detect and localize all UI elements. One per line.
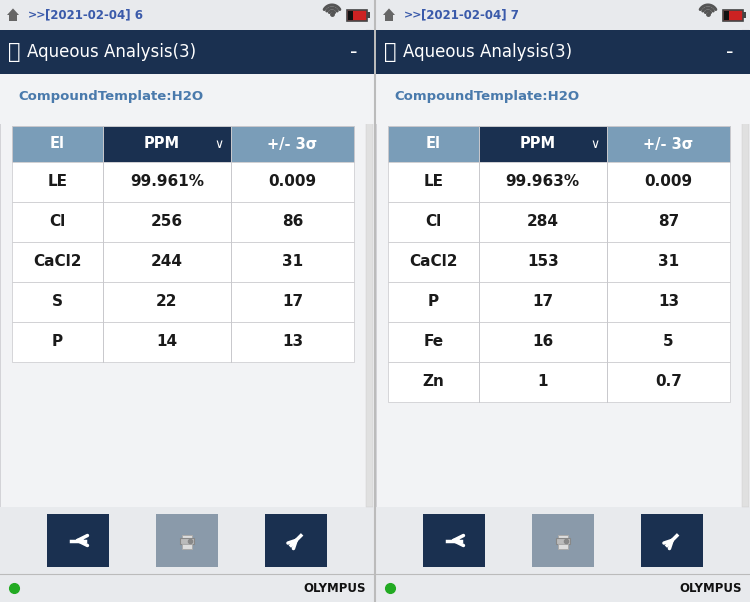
Text: 244: 244 bbox=[151, 255, 183, 270]
FancyBboxPatch shape bbox=[348, 10, 353, 19]
Text: +/- 3σ: +/- 3σ bbox=[268, 137, 317, 152]
FancyBboxPatch shape bbox=[0, 30, 374, 74]
FancyBboxPatch shape bbox=[607, 126, 730, 162]
FancyBboxPatch shape bbox=[347, 10, 367, 20]
Text: 256: 256 bbox=[151, 214, 183, 229]
FancyBboxPatch shape bbox=[743, 70, 748, 110]
Text: -: - bbox=[350, 42, 358, 62]
Polygon shape bbox=[383, 8, 395, 15]
Text: Fe: Fe bbox=[423, 335, 443, 350]
Text: ⭙: ⭙ bbox=[8, 42, 20, 62]
Text: 5: 5 bbox=[663, 335, 674, 350]
Text: PPM: PPM bbox=[520, 137, 556, 152]
FancyBboxPatch shape bbox=[0, 74, 374, 124]
FancyBboxPatch shape bbox=[156, 514, 218, 567]
FancyBboxPatch shape bbox=[385, 15, 393, 21]
FancyBboxPatch shape bbox=[388, 362, 730, 402]
Text: Cl: Cl bbox=[50, 214, 65, 229]
Text: 22: 22 bbox=[156, 294, 178, 309]
Text: 0.009: 0.009 bbox=[268, 175, 316, 190]
Text: 14: 14 bbox=[156, 335, 177, 350]
Text: [2021-02-04] 7: [2021-02-04] 7 bbox=[421, 8, 519, 22]
Text: 31: 31 bbox=[658, 255, 679, 270]
FancyBboxPatch shape bbox=[376, 30, 750, 74]
FancyBboxPatch shape bbox=[182, 535, 192, 540]
Text: 0.7: 0.7 bbox=[655, 374, 682, 389]
Text: 17: 17 bbox=[282, 294, 303, 309]
FancyBboxPatch shape bbox=[478, 126, 607, 162]
Text: P: P bbox=[427, 294, 439, 309]
Text: Cl: Cl bbox=[425, 214, 442, 229]
FancyBboxPatch shape bbox=[376, 0, 750, 602]
FancyBboxPatch shape bbox=[180, 538, 194, 544]
Text: Aqueous Analysis(3): Aqueous Analysis(3) bbox=[403, 43, 572, 61]
FancyBboxPatch shape bbox=[12, 126, 103, 162]
FancyBboxPatch shape bbox=[532, 514, 594, 567]
FancyBboxPatch shape bbox=[47, 514, 109, 567]
FancyBboxPatch shape bbox=[231, 126, 354, 162]
Text: 31: 31 bbox=[282, 255, 303, 270]
FancyBboxPatch shape bbox=[388, 162, 730, 202]
Text: -: - bbox=[726, 42, 734, 62]
Text: 17: 17 bbox=[532, 294, 554, 309]
FancyBboxPatch shape bbox=[0, 507, 374, 574]
FancyBboxPatch shape bbox=[182, 544, 192, 549]
FancyBboxPatch shape bbox=[12, 322, 354, 362]
FancyBboxPatch shape bbox=[388, 282, 730, 322]
FancyBboxPatch shape bbox=[723, 10, 743, 20]
Text: 87: 87 bbox=[658, 214, 679, 229]
FancyBboxPatch shape bbox=[12, 282, 354, 322]
FancyBboxPatch shape bbox=[388, 126, 478, 162]
Text: Aqueous Analysis(3): Aqueous Analysis(3) bbox=[27, 43, 196, 61]
FancyBboxPatch shape bbox=[388, 322, 730, 362]
Text: CompoundTemplate:H2O: CompoundTemplate:H2O bbox=[394, 90, 579, 103]
Text: CompoundTemplate:H2O: CompoundTemplate:H2O bbox=[18, 90, 203, 103]
Text: +/- 3σ: +/- 3σ bbox=[644, 137, 694, 152]
FancyBboxPatch shape bbox=[9, 15, 17, 21]
Text: OLYMPUS: OLYMPUS bbox=[304, 582, 366, 595]
FancyBboxPatch shape bbox=[724, 10, 729, 19]
FancyBboxPatch shape bbox=[376, 507, 750, 574]
FancyBboxPatch shape bbox=[742, 30, 749, 507]
Text: [2021-02-04] 6: [2021-02-04] 6 bbox=[45, 8, 143, 22]
Text: 13: 13 bbox=[658, 294, 679, 309]
Text: 99.963%: 99.963% bbox=[506, 175, 580, 190]
FancyBboxPatch shape bbox=[265, 514, 327, 567]
Text: 0.009: 0.009 bbox=[644, 175, 692, 190]
Text: LE: LE bbox=[47, 175, 68, 190]
FancyBboxPatch shape bbox=[12, 242, 354, 282]
FancyBboxPatch shape bbox=[12, 162, 354, 202]
FancyBboxPatch shape bbox=[376, 574, 750, 602]
FancyBboxPatch shape bbox=[376, 74, 750, 124]
FancyBboxPatch shape bbox=[367, 12, 370, 18]
FancyBboxPatch shape bbox=[376, 0, 750, 30]
Text: CaCl2: CaCl2 bbox=[409, 255, 458, 270]
FancyBboxPatch shape bbox=[103, 126, 231, 162]
FancyBboxPatch shape bbox=[12, 202, 354, 242]
Text: El: El bbox=[426, 137, 441, 152]
FancyBboxPatch shape bbox=[641, 514, 703, 567]
Text: S: S bbox=[52, 294, 63, 309]
FancyBboxPatch shape bbox=[743, 12, 746, 18]
FancyBboxPatch shape bbox=[388, 242, 730, 282]
FancyBboxPatch shape bbox=[0, 0, 374, 602]
Text: P: P bbox=[52, 335, 63, 350]
Text: 284: 284 bbox=[526, 214, 559, 229]
FancyBboxPatch shape bbox=[0, 574, 374, 602]
FancyBboxPatch shape bbox=[0, 0, 374, 30]
FancyBboxPatch shape bbox=[367, 70, 372, 110]
FancyBboxPatch shape bbox=[388, 202, 730, 242]
Text: ⭙: ⭙ bbox=[384, 42, 396, 62]
Text: PPM: PPM bbox=[144, 137, 180, 152]
Text: 153: 153 bbox=[527, 255, 559, 270]
Text: Zn: Zn bbox=[422, 374, 444, 389]
Text: OLYMPUS: OLYMPUS bbox=[680, 582, 742, 595]
FancyBboxPatch shape bbox=[366, 30, 373, 507]
FancyBboxPatch shape bbox=[353, 10, 366, 19]
Text: ∨: ∨ bbox=[214, 138, 223, 152]
FancyBboxPatch shape bbox=[556, 538, 570, 544]
Text: CaCl2: CaCl2 bbox=[33, 255, 82, 270]
Text: ∨: ∨ bbox=[590, 138, 599, 152]
FancyBboxPatch shape bbox=[423, 514, 485, 567]
